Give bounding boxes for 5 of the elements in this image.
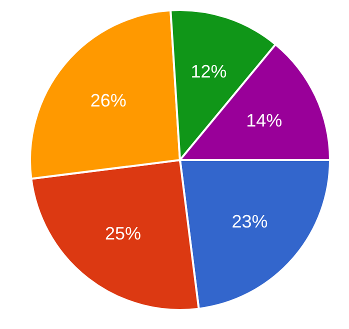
data-label: 23% — [232, 212, 268, 232]
data-label: 14% — [246, 110, 282, 130]
data-label: 26% — [90, 90, 126, 111]
data-label: 12% — [190, 62, 227, 82]
data-label: 25% — [104, 223, 142, 244]
